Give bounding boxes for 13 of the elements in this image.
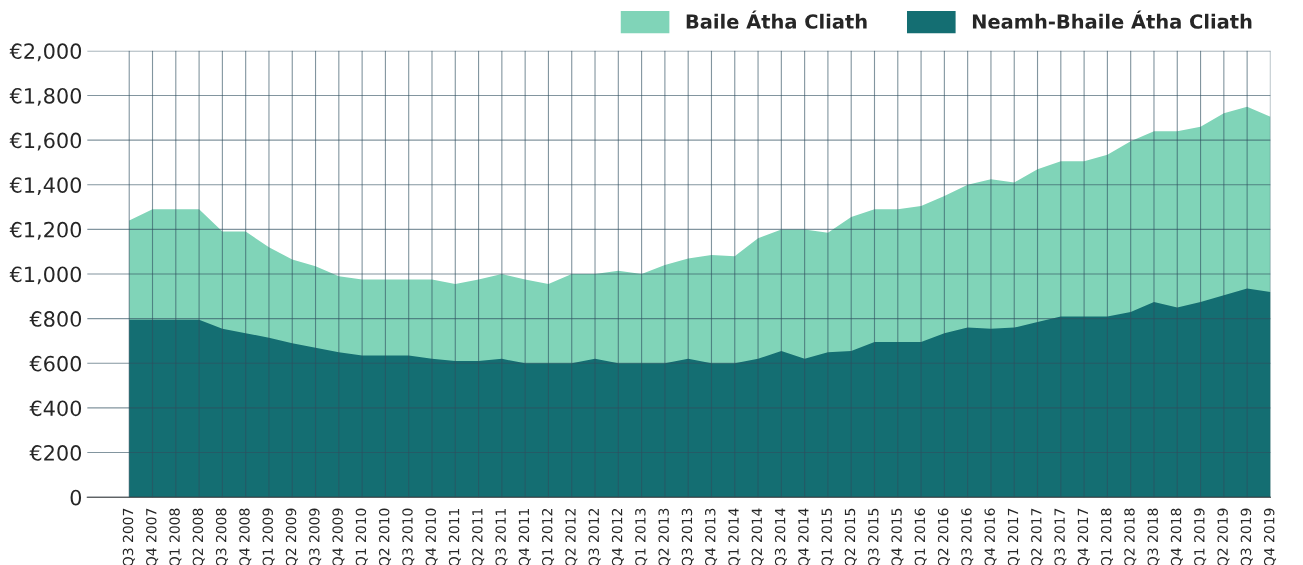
y-tick-label: €400: [29, 400, 82, 417]
y-tick-label: 0: [70, 489, 82, 506]
y-tick-label: €1,800: [9, 87, 82, 106]
y-tick-label: €1,000: [9, 266, 82, 285]
y-tick-label: €1,600: [9, 132, 82, 151]
y-tick-label: €1,200: [9, 221, 82, 240]
y-tick-label: €1,400: [9, 177, 82, 196]
legend-label: Baile Átha Cliath: [686, 10, 867, 29]
y-tick-label: €2,000: [9, 43, 82, 62]
legend-label: Neamh-Bhaile Átha Cliath: [972, 10, 1252, 29]
y-tick-label: €800: [29, 311, 82, 327]
y-tick-label: €200: [29, 445, 82, 461]
y-tick-label: €600: [29, 355, 82, 372]
